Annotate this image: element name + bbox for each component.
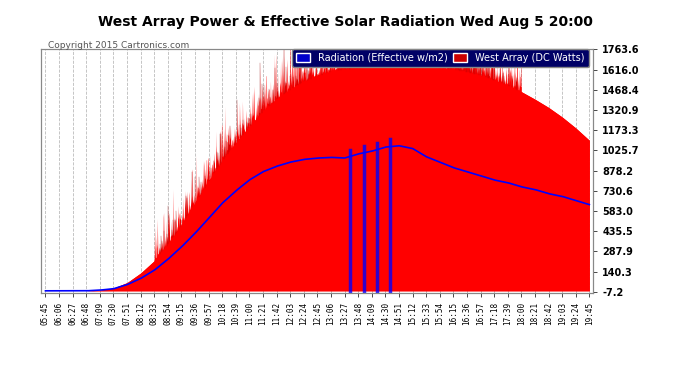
Legend: Radiation (Effective w/m2), West Array (DC Watts): Radiation (Effective w/m2), West Array (… — [292, 49, 589, 66]
Text: West Array Power & Effective Solar Radiation Wed Aug 5 20:00: West Array Power & Effective Solar Radia… — [97, 15, 593, 29]
Text: Copyright 2015 Cartronics.com: Copyright 2015 Cartronics.com — [48, 41, 190, 50]
